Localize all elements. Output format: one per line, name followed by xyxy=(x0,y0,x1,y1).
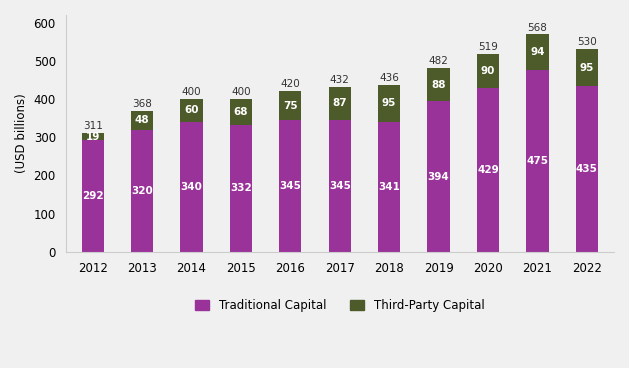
Bar xyxy=(328,87,351,120)
Bar xyxy=(576,86,598,252)
Bar xyxy=(378,85,400,121)
Text: 292: 292 xyxy=(82,191,104,201)
Text: 87: 87 xyxy=(333,98,347,109)
Text: 420: 420 xyxy=(281,79,300,89)
Bar xyxy=(279,91,301,120)
Text: 435: 435 xyxy=(576,164,598,174)
Bar xyxy=(328,120,351,252)
Text: 400: 400 xyxy=(231,87,251,97)
Text: 345: 345 xyxy=(329,181,351,191)
Bar xyxy=(82,140,104,252)
Text: 320: 320 xyxy=(131,186,153,196)
Text: 95: 95 xyxy=(580,63,594,72)
Text: 519: 519 xyxy=(478,42,498,52)
Bar xyxy=(181,99,203,122)
Text: 60: 60 xyxy=(184,106,199,116)
Bar xyxy=(378,121,400,252)
Bar xyxy=(279,120,301,252)
Text: 568: 568 xyxy=(528,22,547,33)
Text: 90: 90 xyxy=(481,66,495,76)
Text: 19: 19 xyxy=(86,132,100,142)
Text: 368: 368 xyxy=(132,99,152,109)
Y-axis label: (USD billions): (USD billions) xyxy=(15,93,28,173)
Text: 95: 95 xyxy=(382,98,396,109)
Bar xyxy=(477,88,499,252)
Bar xyxy=(526,70,548,252)
Bar xyxy=(428,68,450,101)
Bar xyxy=(131,111,153,130)
Bar xyxy=(181,122,203,252)
Text: 432: 432 xyxy=(330,75,350,85)
Bar xyxy=(131,130,153,252)
Text: 436: 436 xyxy=(379,73,399,84)
Text: 345: 345 xyxy=(279,181,301,191)
Bar xyxy=(477,54,499,88)
Bar xyxy=(230,99,252,125)
Text: 482: 482 xyxy=(428,56,448,66)
Text: 341: 341 xyxy=(378,182,400,192)
Bar xyxy=(428,101,450,252)
Text: 340: 340 xyxy=(181,182,203,192)
Bar xyxy=(230,125,252,252)
Text: 332: 332 xyxy=(230,183,252,194)
Bar xyxy=(576,49,598,86)
Text: 394: 394 xyxy=(428,171,450,181)
Text: 88: 88 xyxy=(431,79,446,89)
Text: 311: 311 xyxy=(83,121,103,131)
Text: 475: 475 xyxy=(526,156,548,166)
Text: 400: 400 xyxy=(182,87,201,97)
Legend: Traditional Capital, Third-Party Capital: Traditional Capital, Third-Party Capital xyxy=(191,294,489,317)
Text: 530: 530 xyxy=(577,38,597,47)
Text: 429: 429 xyxy=(477,165,499,175)
Text: 68: 68 xyxy=(234,107,248,117)
Text: 48: 48 xyxy=(135,116,150,125)
Bar xyxy=(526,35,548,70)
Text: 75: 75 xyxy=(283,101,298,111)
Bar xyxy=(82,133,104,140)
Text: 94: 94 xyxy=(530,47,545,57)
